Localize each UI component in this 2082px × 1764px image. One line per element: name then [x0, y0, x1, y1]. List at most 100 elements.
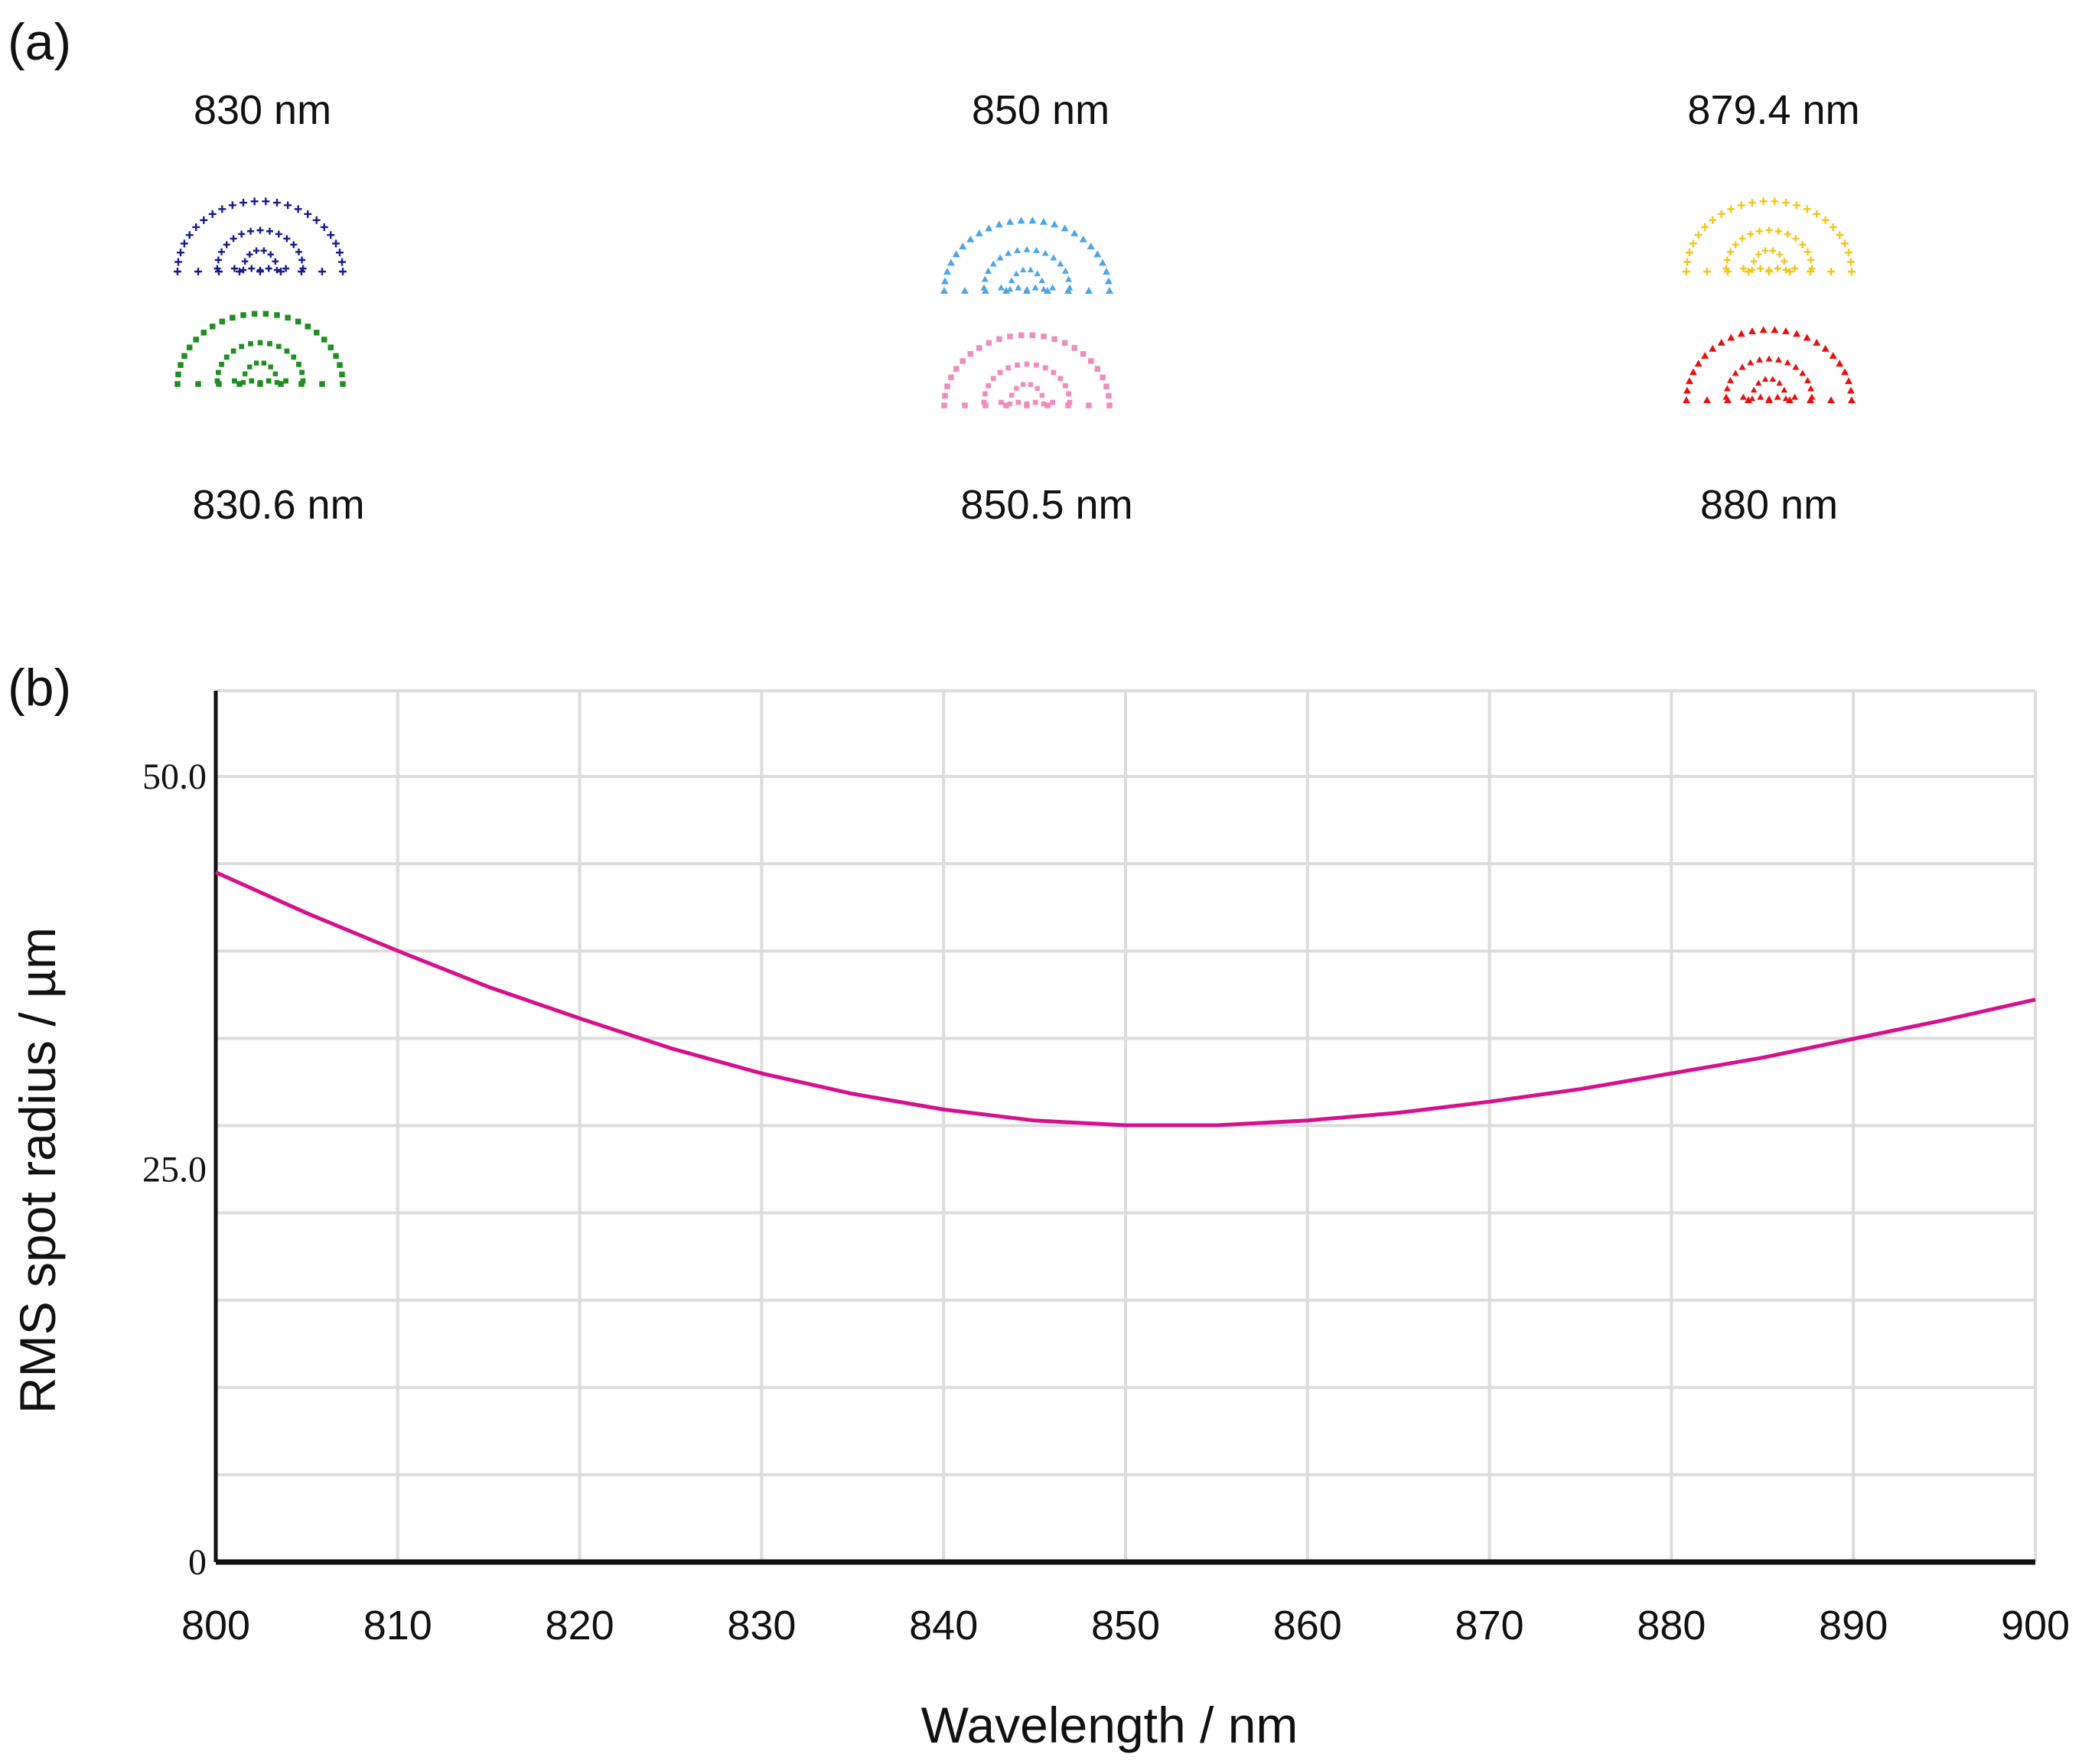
spot-marker — [1057, 376, 1064, 382]
spot-marker — [1006, 217, 1015, 225]
spot-marker — [1683, 268, 1690, 275]
spot-marker — [208, 210, 217, 218]
spot-marker — [985, 267, 992, 274]
spot-marker — [1088, 358, 1094, 364]
spot-marker — [1846, 258, 1855, 266]
spot-marker — [305, 324, 311, 330]
spot-marker — [248, 340, 253, 347]
spot-marker — [1755, 251, 1762, 258]
spot-marker — [284, 201, 292, 210]
spot-marker — [253, 360, 259, 366]
spot-marker — [1827, 268, 1835, 275]
spot-marker — [1042, 365, 1048, 371]
spot-marker — [267, 340, 272, 347]
spot-marker — [1774, 227, 1782, 235]
spot-marker — [1727, 376, 1735, 383]
spot-marker — [1005, 249, 1012, 256]
spot-marker — [1028, 216, 1037, 224]
spot-marker — [1757, 393, 1764, 400]
spot-marker — [1019, 266, 1027, 273]
series-line — [214, 871, 2036, 1128]
spot-marker — [1044, 402, 1051, 408]
spot-marker — [1015, 284, 1022, 291]
spot-marker — [1104, 277, 1113, 285]
spot-marker — [1703, 396, 1711, 403]
spot-marker — [1748, 327, 1757, 334]
spot-marker — [1106, 402, 1113, 408]
spot-marker — [295, 248, 302, 255]
spot-marker — [261, 360, 267, 366]
spot-marker — [1061, 267, 1069, 274]
spot-marker — [947, 259, 955, 266]
x-tick-labels: 800 810 820 830 840 850 860 870 880 890 900 — [181, 1603, 2070, 1648]
spot-marker — [1007, 401, 1013, 407]
spot-marker — [272, 198, 281, 207]
spot-marker — [1049, 284, 1057, 291]
spot-marker — [1739, 265, 1747, 272]
spot-marker — [1750, 386, 1758, 393]
spot-marker — [995, 220, 1003, 228]
spot-marker — [296, 361, 301, 367]
spot-marker — [1821, 344, 1829, 352]
spot-cluster-bottom — [941, 332, 1113, 408]
spot-marker — [247, 364, 253, 369]
spot-marker — [1781, 327, 1790, 334]
spot-marker — [1841, 368, 1849, 376]
spot-marker — [192, 223, 200, 231]
spot-marker — [942, 392, 948, 399]
spot-marker — [251, 311, 258, 317]
spot-marker — [1061, 340, 1068, 347]
spot-marker — [966, 235, 975, 242]
spot-marker — [1803, 248, 1811, 255]
chart-series — [214, 871, 2036, 1128]
spot-marker — [1813, 338, 1821, 346]
spot-marker — [1020, 382, 1026, 387]
spot-marker — [1024, 401, 1030, 407]
spot-marker — [1015, 362, 1020, 368]
spot-marker — [961, 287, 969, 294]
spot-marker — [989, 260, 997, 267]
spot-marker — [1065, 402, 1071, 408]
spot-marker — [1041, 401, 1047, 407]
spot-marker — [1803, 376, 1811, 383]
spot-marker — [1007, 334, 1013, 340]
spot-marker — [312, 216, 321, 224]
spot-marker — [1781, 258, 1788, 265]
spot-label-830: 830 nm — [194, 87, 331, 133]
spot-marker — [257, 379, 263, 386]
x-tick-label: 830 — [727, 1603, 796, 1648]
spot-marker — [174, 381, 181, 387]
spot-marker — [1023, 285, 1031, 292]
spot-marker — [1683, 396, 1690, 403]
spot-marker — [1836, 360, 1844, 367]
spot-marker — [990, 376, 996, 382]
spot-diagram-850: 850 nm 850.5 nm — [940, 87, 1133, 528]
spot-marker — [1002, 287, 1010, 294]
spot-marker — [1039, 392, 1045, 398]
spot-marker — [1774, 265, 1781, 272]
spot-marker — [1727, 205, 1735, 213]
spot-marker — [975, 229, 983, 236]
spot-marker — [1008, 277, 1015, 284]
spot-marker — [230, 314, 236, 321]
spot-marker — [1761, 247, 1769, 254]
spot-marker — [1727, 248, 1735, 255]
spot-marker — [1786, 396, 1794, 403]
spot-marker — [209, 324, 216, 330]
spot-marker — [1003, 402, 1009, 408]
spot-marker — [274, 379, 280, 386]
spot-marker — [1737, 201, 1745, 210]
spot-marker — [274, 312, 280, 318]
spot-marker — [1792, 363, 1800, 370]
spot-marker — [1709, 344, 1717, 352]
x-tick-label: 800 — [181, 1603, 250, 1648]
spot-marker — [241, 258, 249, 265]
spot-marker — [1765, 355, 1773, 362]
spot-marker — [181, 353, 187, 360]
spot-marker — [1792, 235, 1800, 242]
spot-marker — [1032, 399, 1038, 405]
spot-marker — [1018, 332, 1025, 338]
spot-marker — [1017, 216, 1025, 224]
spot-marker — [943, 268, 952, 275]
spot-marker — [1106, 287, 1113, 294]
